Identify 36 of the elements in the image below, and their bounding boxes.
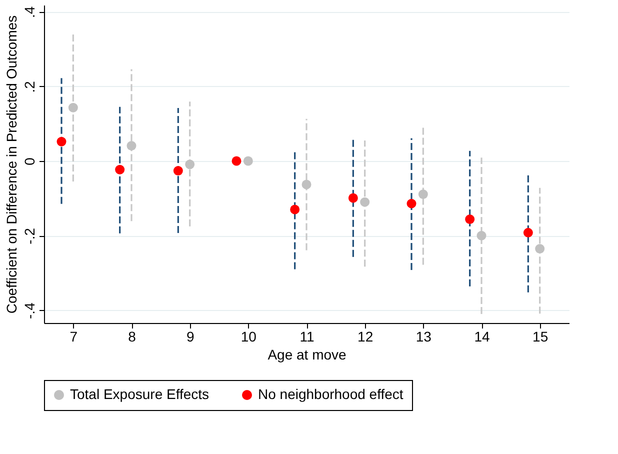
y-axis-title: Coefficient on Difference in Predicted Outcomes [4,15,20,314]
y-tick-label: .4 [22,6,38,18]
point [535,244,545,254]
y-tick-label: -.4 [22,302,38,319]
point [523,228,533,238]
point [173,166,183,176]
point [243,156,253,166]
point [360,197,370,207]
point [185,160,195,170]
point [348,193,358,203]
point [290,204,300,214]
x-tick-label: 15 [532,328,548,344]
point [126,140,136,150]
x-tick-label: 7 [70,328,78,344]
x-tick-label: 13 [416,328,432,344]
point [68,102,78,112]
y-tick-label: 0 [22,157,38,166]
point [115,164,125,174]
legend-label: Total Exposure Effects [70,386,210,402]
x-tick-label: 8 [128,328,136,344]
legend-label: No neighborhood effect [258,386,404,402]
x-axis-title: Age at move [268,346,347,362]
point [302,180,312,190]
x-tick-label: 14 [474,328,490,344]
x-tick-label: 10 [240,328,257,344]
x-tick-label: 11 [300,328,314,344]
point [418,190,428,199]
point [56,136,66,146]
point [406,198,416,208]
x-tick-label: 9 [186,328,194,344]
y-tick-label: -.2 [22,228,38,244]
point [476,230,486,240]
point [232,156,242,166]
y-tick-label: .2 [22,80,38,93]
x-tick-label: 12 [358,328,374,344]
point [465,214,475,224]
